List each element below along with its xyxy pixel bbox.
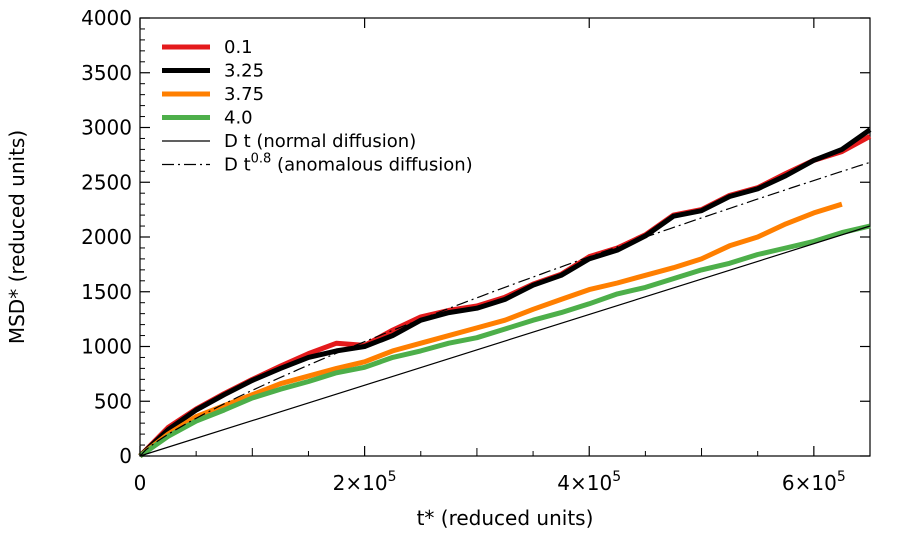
legend-label-3: 4.0: [224, 108, 253, 129]
legend-label-2: 3.75: [224, 84, 264, 105]
y-tick-label: 2000: [81, 225, 132, 249]
series-layer: [138, 127, 872, 459]
x-tick-label: 0: [134, 471, 147, 495]
y-tick-label: 2500: [81, 170, 132, 194]
x-axis-title: t* (reduced units): [417, 506, 594, 530]
series-line-1: [138, 127, 872, 458]
y-tick-label: 3500: [81, 61, 132, 85]
x-tick-label: 2×105: [333, 469, 397, 495]
y-tick-label: 500: [94, 389, 132, 413]
legend-label-4: D t (normal diffusion): [224, 131, 416, 152]
x-tick-label: 4×105: [557, 469, 621, 495]
series-line-4: [139, 225, 871, 457]
legend-label-1: 3.25: [224, 61, 264, 82]
series-line-5: [139, 161, 871, 457]
legend-label-5: D t0.8 (anomalous diffusion): [224, 152, 473, 176]
series-line-2: [138, 201, 843, 458]
y-tick-label: 1000: [81, 335, 132, 359]
y-tick-label: 4000: [81, 6, 132, 30]
y-tick-label: 3000: [81, 116, 132, 140]
y-tick-label: 1500: [81, 280, 132, 304]
legend: 0.1 3.253.75 4.0D t (normal diffusion)D t0…: [162, 37, 473, 176]
x-tick-label: 6×105: [782, 469, 846, 495]
legend-label-0: 0.1: [224, 37, 253, 58]
series-line-0: [138, 134, 872, 458]
y-axis-title: MSD* (reduced units): [5, 130, 29, 344]
ticks-layer: 0 500 1000 1500 2000 2500 3000 3500 4000 0 2×105 4×…: [81, 6, 870, 495]
series-line-3: [138, 223, 871, 459]
y-tick-label: 0: [119, 444, 132, 468]
